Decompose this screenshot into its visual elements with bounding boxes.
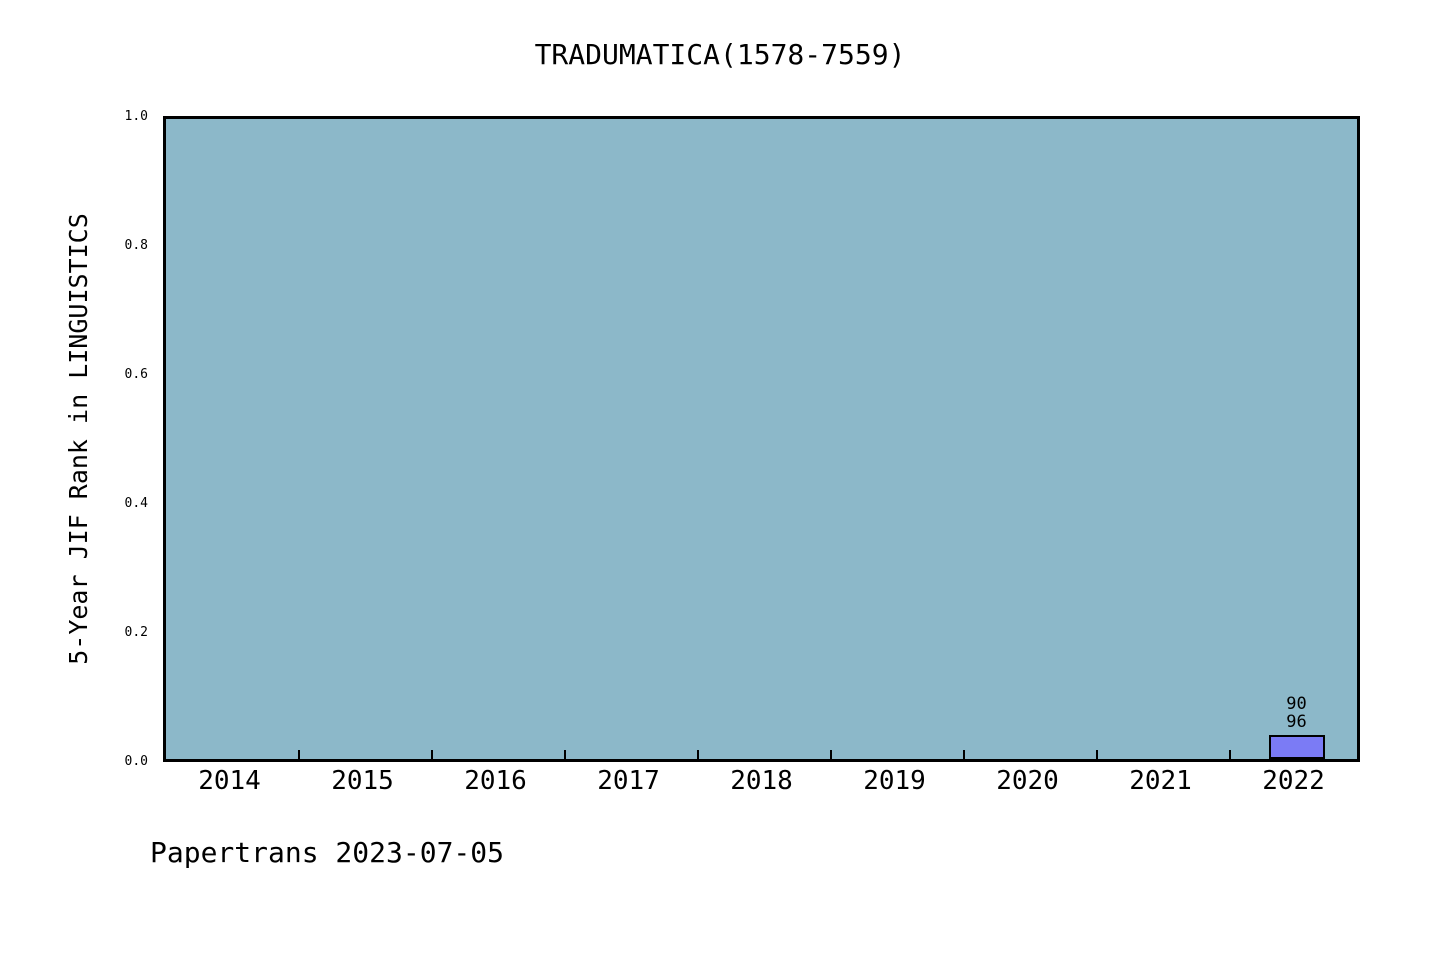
x-tick-label-2016: 2016 — [464, 766, 527, 796]
y-tick-label-0.2: 0.2 — [124, 625, 148, 640]
bar-slot-2021 — [1097, 119, 1230, 759]
y-tick-label-0.6: 0.6 — [124, 367, 148, 382]
bar-slot-2018 — [698, 119, 831, 759]
bar-slot-2017 — [565, 119, 698, 759]
bar-2022-total-label: 96 — [1286, 712, 1307, 732]
bar-slot-2022: 90 96 — [1230, 119, 1363, 759]
x-tick-label-2019: 2019 — [863, 766, 926, 796]
x-tick-mark-6 — [963, 750, 965, 759]
bar-slot-2020 — [964, 119, 1097, 759]
x-tick-mark-1 — [298, 750, 300, 759]
bar-2022[interactable] — [1268, 735, 1325, 759]
bar-slot-2015 — [299, 119, 432, 759]
x-tick-label-2022: 2022 — [1262, 766, 1325, 796]
x-tick-mark-7 — [1096, 750, 1098, 759]
bar-2022-rank-label: 90 — [1286, 694, 1307, 714]
x-tick-mark-4 — [697, 750, 699, 759]
x-tick-label-2017: 2017 — [597, 766, 660, 796]
x-tick-label-2018: 2018 — [730, 766, 793, 796]
footer-note: Papertrans 2023-07-05 — [150, 836, 505, 869]
x-tick-label-2021: 2021 — [1129, 766, 1192, 796]
y-axis-label: 5-Year JIF Rank in LINGUISTICS — [64, 213, 93, 665]
bar-slot-2019 — [831, 119, 964, 759]
x-tick-label-2020: 2020 — [996, 766, 1059, 796]
y-tick-label-0.8: 0.8 — [124, 238, 148, 253]
bar-slot-2016 — [432, 119, 565, 759]
y-tick-label-0.4: 0.4 — [124, 496, 148, 511]
plot-area: 90 96 — [163, 116, 1360, 762]
x-tick-label-2015: 2015 — [331, 766, 394, 796]
x-tick-mark-8 — [1229, 750, 1231, 759]
chart-title: TRADUMATICA(1578-7559) — [534, 38, 906, 71]
bars-layer: 90 96 — [166, 119, 1357, 759]
x-tick-mark-3 — [564, 750, 566, 759]
x-tick-mark-2 — [431, 750, 433, 759]
y-tick-label-0.0: 0.0 — [124, 754, 148, 769]
x-tick-label-2014: 2014 — [198, 766, 261, 796]
x-tick-mark-5 — [830, 750, 832, 759]
y-tick-label-1.0: 1.0 — [124, 109, 148, 124]
bar-slot-2014 — [166, 119, 299, 759]
